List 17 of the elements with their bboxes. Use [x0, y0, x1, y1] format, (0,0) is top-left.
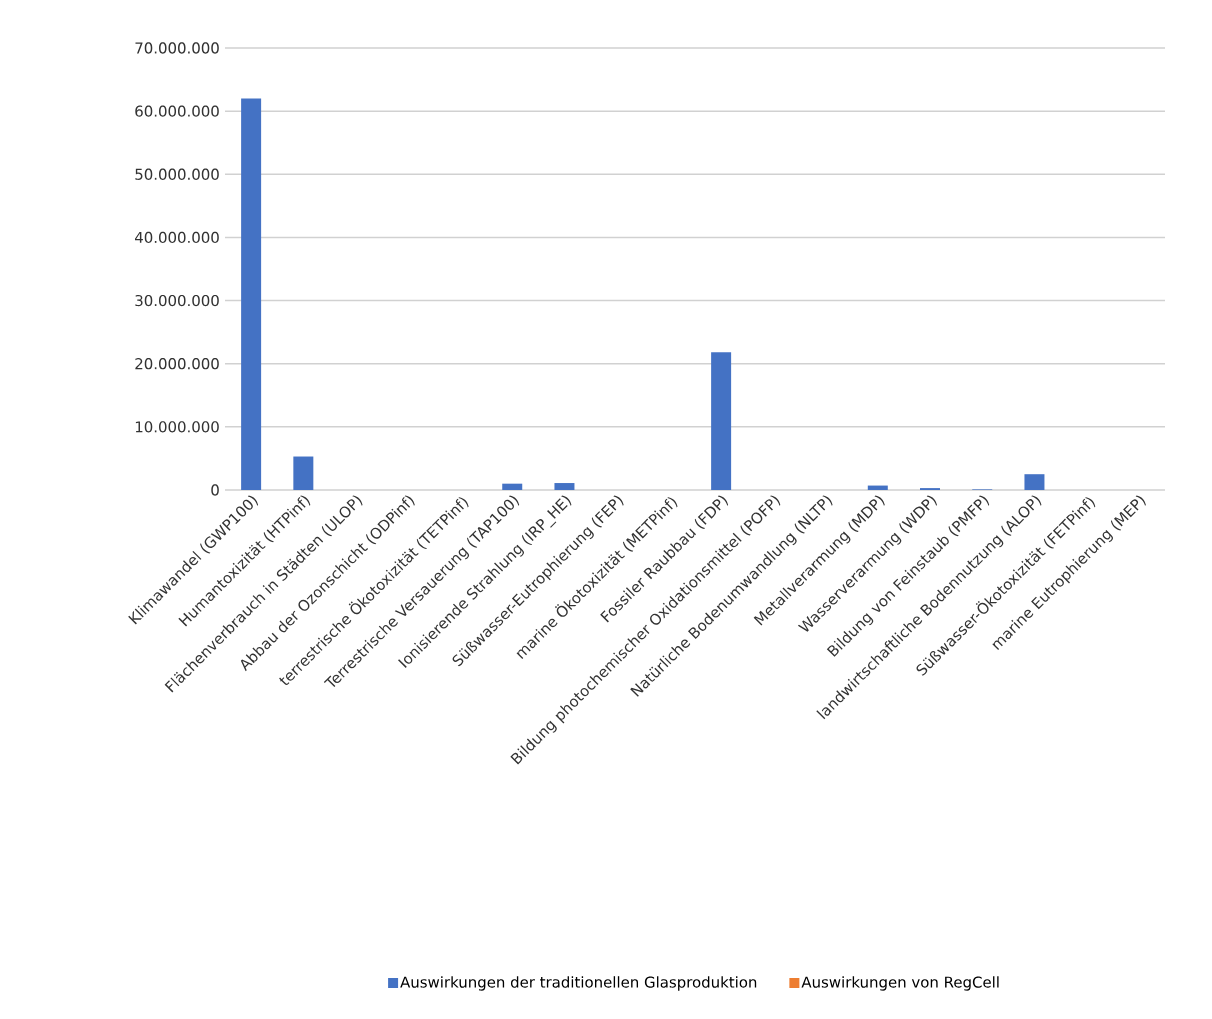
- bar: [241, 98, 262, 490]
- bar: [502, 483, 523, 490]
- y-tick-label: 10.000.000: [135, 421, 219, 433]
- y-tick-label: 40.000.000: [135, 231, 219, 244]
- legend-label: Auswirkungen der traditionellen Glasproduktion: [400, 976, 757, 991]
- bar: [554, 483, 575, 490]
- bar: [867, 485, 888, 490]
- y-tick-label: 50.000.000: [135, 168, 219, 180]
- bar: [1024, 474, 1045, 490]
- y-tick-label: 30.000.000: [135, 294, 219, 307]
- y-tick-label: 0: [211, 484, 219, 496]
- y-tick-label: 20.000.000: [135, 358, 219, 370]
- bar: [293, 456, 314, 490]
- y-tick-label: 70.000.000: [135, 42, 219, 54]
- legend-label: Auswirkungen von RegCell: [801, 976, 999, 991]
- bar: [711, 352, 732, 490]
- y-tick-label: 60.000.000: [135, 105, 219, 117]
